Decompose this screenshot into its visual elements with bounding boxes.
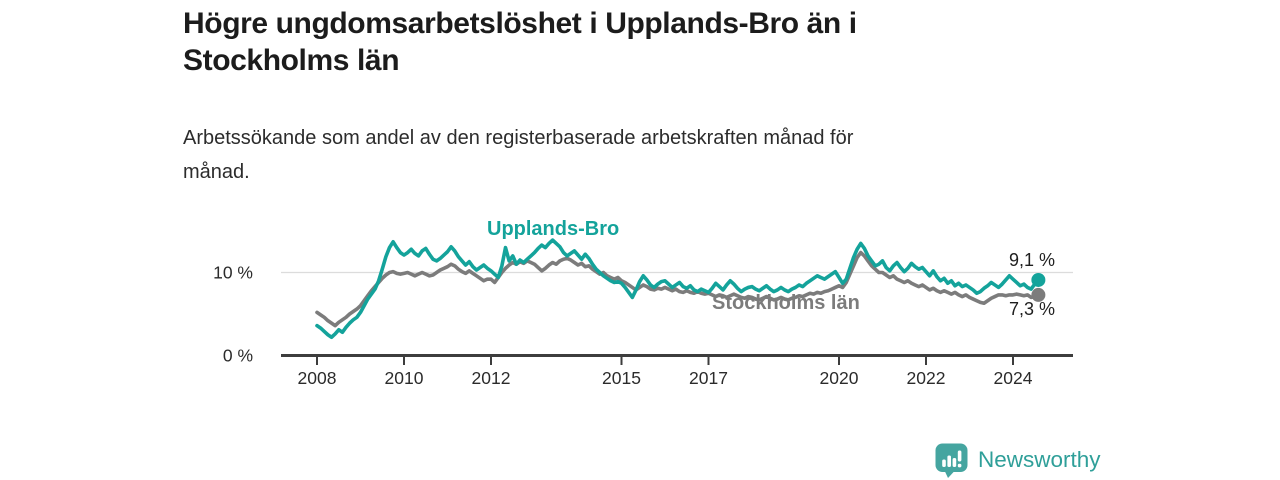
newsworthy-logo: Newsworthy — [934, 442, 1101, 478]
newsworthy-logo-icon — [935, 443, 968, 478]
y-axis-labels: 0 % 10 % — [213, 263, 253, 366]
x-tick-label: 2020 — [820, 368, 859, 388]
series-end-dot-1 — [1031, 287, 1046, 302]
end-value-stockholms-lan: 7,3 % — [1009, 299, 1056, 319]
newsworthy-logo-text: Newsworthy — [978, 447, 1101, 472]
x-tick-label: 2022 — [907, 368, 946, 388]
page-subtitle: Arbetssökande som andel av den registerb… — [183, 127, 854, 183]
series-line-1 — [315, 250, 1041, 328]
x-tick-label: 2017 — [689, 368, 728, 388]
x-tick-label: 2010 — [385, 368, 424, 388]
series-end-dot-0 — [1031, 272, 1046, 287]
data-series — [315, 238, 1046, 340]
series-line-0 — [315, 238, 1041, 340]
x-tick-label: 2012 — [472, 368, 511, 388]
end-value-upplands-bro: 9,1 % — [1009, 250, 1056, 270]
x-tick-label: 2008 — [298, 368, 337, 388]
x-tick-label: 2015 — [602, 368, 641, 388]
y-tick-label: 10 % — [213, 263, 253, 283]
series-label-upplands-bro: Upplands-Bro — [487, 218, 620, 240]
x-axis: 2008 2010 2012 2015 2017 2020 2022 2024 — [281, 354, 1073, 388]
page-title: Högre ungdomsarbetslöshet i Upplands-Bro… — [183, 7, 857, 77]
x-tick-label: 2024 — [994, 368, 1033, 388]
series-label-stockholms-lan: Stockholms län — [712, 292, 860, 314]
y-tick-label: 0 % — [223, 346, 253, 366]
